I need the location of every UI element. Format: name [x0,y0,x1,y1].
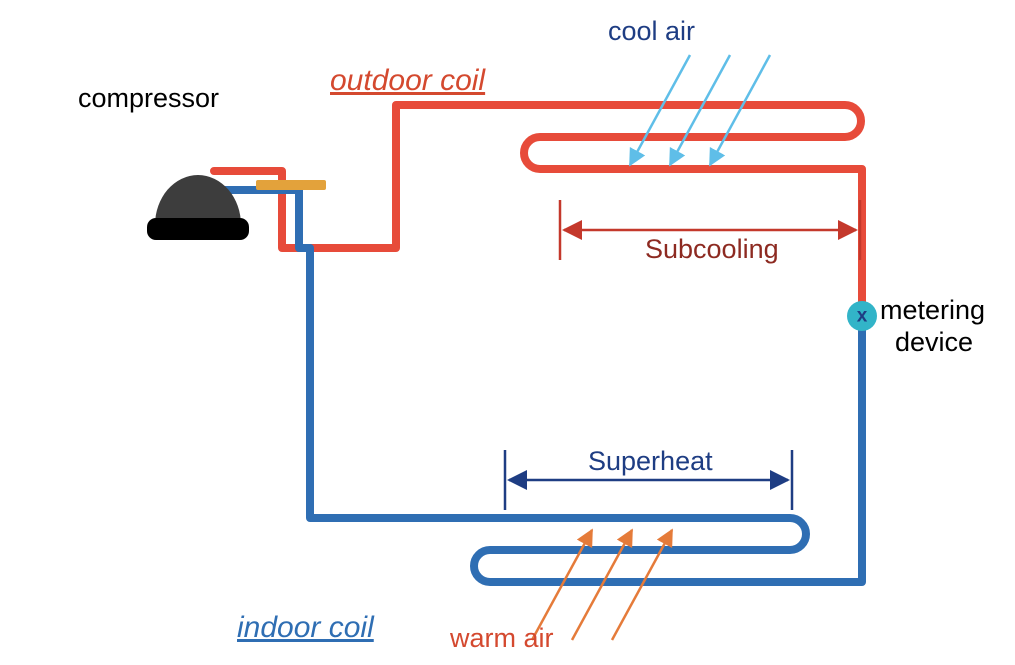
metering-device: x [847,301,877,331]
reversing-valve [256,180,326,190]
label-metering-1: metering [880,295,985,325]
label-metering-2: device [895,327,973,357]
label-compressor: compressor [78,83,219,113]
cool-air-arrows [630,55,770,165]
label-subcooling: Subcooling [645,234,779,264]
label-outdoor-coil: outdoor coil [330,64,486,97]
metering-device-x: x [857,306,868,327]
refrigeration-cycle-diagram: x compressor outdoor coil cool air Subco… [0,0,1015,665]
label-warm-air: warm air [449,623,554,653]
label-indoor-coil: indoor coil [237,611,375,644]
label-superheat: Superheat [588,446,713,476]
label-cool-air: cool air [608,16,695,46]
compressor [147,175,249,240]
